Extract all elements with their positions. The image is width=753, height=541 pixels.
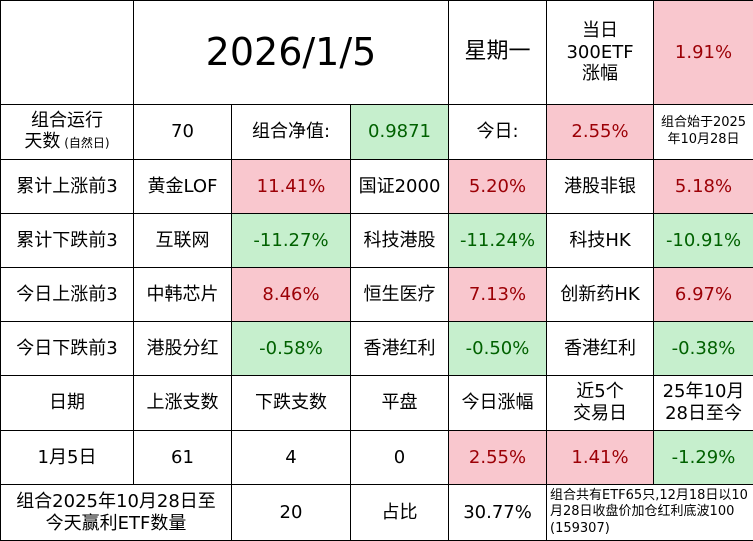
nav-label: 组合净值:: [232, 105, 351, 160]
ratio-value: 30.77%: [449, 485, 547, 541]
days-sub-label: (自然日): [60, 136, 109, 150]
ranking-label: 累计下跌前3: [1, 214, 134, 268]
stats-since-start-change: -1.29%: [654, 431, 753, 485]
ranking-row: 累计上涨前3 黄金LOF 11.41% 国证2000 5.20% 港股非银 5.…: [1, 160, 753, 214]
etf-change-value: 1.91%: [654, 1, 753, 105]
ranking-name: 恒生医疗: [351, 268, 449, 322]
stats-down-count: 4: [232, 431, 351, 485]
ranking-value: 5.20%: [449, 160, 547, 214]
ranking-row: 今日下跌前3 港股分红 -0.58% 香港红利 -0.50% 香港红利 -0.3…: [1, 322, 753, 376]
ranking-name: 国证2000: [351, 160, 449, 214]
stats-header: 上涨支数: [134, 376, 232, 431]
report-date: 2026/1/5: [134, 1, 449, 105]
days-label: 组合运行天数 (自然日): [1, 111, 133, 152]
ranking-value: 11.41%: [232, 160, 351, 214]
stats-header: 今日涨幅: [449, 376, 547, 431]
ratio-label: 占比: [351, 485, 449, 541]
ranking-name: 科技港股: [351, 214, 449, 268]
footer-row: 组合2025年10月28日至 今天赢利ETF数量 20 占比 30.77% 组合…: [1, 485, 753, 541]
ranking-row: 今日上涨前3 中韩芯片 8.46% 恒生医疗 7.13% 创新药HK 6.97%: [1, 268, 753, 322]
stats-header: 平盘: [351, 376, 449, 431]
blank-cell: [1, 1, 134, 105]
weekday: 星期一: [449, 1, 547, 105]
ranking-name: 香港红利: [351, 322, 449, 376]
today-label: 今日:: [449, 105, 547, 160]
ranking-name: 香港红利: [547, 322, 654, 376]
stats-header: 下跌支数: [232, 376, 351, 431]
header-row: 2026/1/5 星期一 当日 300ETF 涨幅 1.91%: [1, 1, 753, 105]
profit-count: 20: [232, 485, 351, 541]
ranking-name: 港股非银: [547, 160, 654, 214]
ranking-value: -10.91%: [654, 214, 753, 268]
stats-today-change: 2.55%: [449, 431, 547, 485]
stats-flat-count: 0: [351, 431, 449, 485]
days-value: 70: [134, 105, 232, 160]
ranking-label: 累计上涨前3: [1, 160, 134, 214]
ranking-label: 今日上涨前3: [1, 268, 134, 322]
ranking-name: 港股分红: [134, 322, 232, 376]
stats-header-row: 日期 上涨支数 下跌支数 平盘 今日涨幅 近5个 交易日 25年10月 28日至…: [1, 376, 753, 431]
etf-change-label: 当日 300ETF 涨幅: [547, 1, 654, 105]
stats-row: 1月5日 61 4 0 2.55% 1.41% -1.29%: [1, 431, 753, 485]
ranking-value: -0.50%: [449, 322, 547, 376]
profit-count-label: 组合2025年10月28日至 今天赢利ETF数量: [1, 485, 232, 541]
ranking-value: -11.24%: [449, 214, 547, 268]
stats-up-count: 61: [134, 431, 232, 485]
ranking-value: 7.13%: [449, 268, 547, 322]
nav-value: 0.9871: [351, 105, 449, 160]
ranking-value: 6.97%: [654, 268, 753, 322]
ranking-value: -11.27%: [232, 214, 351, 268]
portfolio-note: 组合共有ETF65只,12月18日以10月28日收盘价加仓红利底波100 (15…: [547, 485, 753, 541]
ranking-name: 科技HK: [547, 214, 654, 268]
summary-row: 组合运行天数 (自然日) 70 组合净值: 0.9871 今日: 2.55% 组…: [1, 105, 753, 160]
ranking-value: -0.38%: [654, 322, 753, 376]
ranking-value: -0.58%: [232, 322, 351, 376]
ranking-label: 今日下跌前3: [1, 322, 134, 376]
ranking-name: 黄金LOF: [134, 160, 232, 214]
today-value: 2.55%: [547, 105, 654, 160]
ranking-value: 8.46%: [232, 268, 351, 322]
ranking-name: 中韩芯片: [134, 268, 232, 322]
days-label-cell: 组合运行天数 (自然日): [1, 105, 134, 160]
ranking-value: 5.18%: [654, 160, 753, 214]
ranking-name: 互联网: [134, 214, 232, 268]
start-note: 组合始于2025 年10月28日: [654, 105, 753, 160]
days-label-line: 天数: [24, 131, 60, 152]
days-label-line: 组合运行: [31, 110, 103, 131]
stats-header: 25年10月 28日至今: [654, 376, 753, 431]
ranking-name: 创新药HK: [547, 268, 654, 322]
ranking-row: 累计下跌前3 互联网 -11.27% 科技港股 -11.24% 科技HK -10…: [1, 214, 753, 268]
stats-header: 日期: [1, 376, 134, 431]
stats-date: 1月5日: [1, 431, 134, 485]
stats-5day-change: 1.41%: [547, 431, 654, 485]
stats-header: 近5个 交易日: [547, 376, 654, 431]
